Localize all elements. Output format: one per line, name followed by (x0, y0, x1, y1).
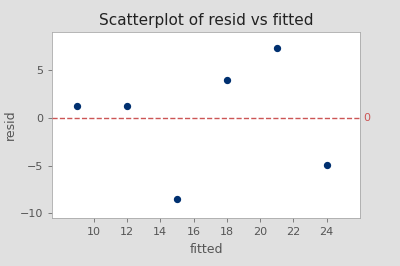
Point (274, 46, 280, 50)
Point (224, 77, 230, 82)
Point (174, 197, 180, 201)
Title: Scatterplot of resid vs fitted: Scatterplot of resid vs fitted (99, 13, 313, 28)
Text: 0: 0 (363, 113, 370, 123)
Y-axis label: resid: resid (4, 110, 17, 140)
X-axis label: fitted: fitted (189, 243, 223, 256)
Point (74, 104, 80, 109)
Point (124, 104, 130, 109)
Point (324, 163, 330, 167)
